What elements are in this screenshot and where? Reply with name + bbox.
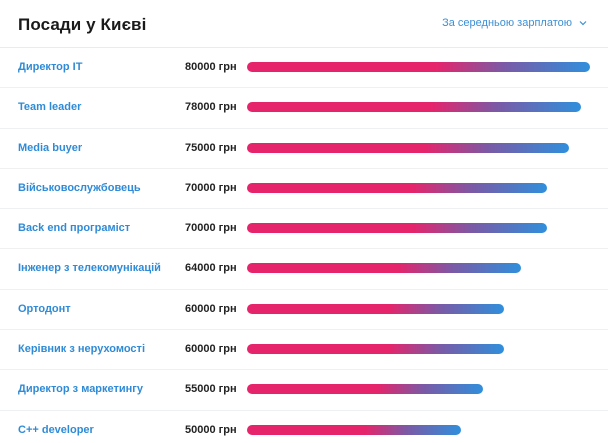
position-list: Директор IT 80000 грн Team leader 78000 грн… (0, 48, 608, 443)
chevron-down-icon (579, 21, 587, 26)
list-item: C++ developer 50000 грн (0, 411, 608, 443)
salary-value: 50000 грн (185, 423, 237, 436)
salary-bar-track (247, 142, 590, 153)
salary-value: 70000 грн (185, 222, 237, 235)
position-link[interactable]: Керівник з нерухомості (18, 343, 145, 356)
salary-value: 78000 грн (185, 101, 237, 114)
position-link[interactable]: Back end програміст (18, 222, 131, 235)
salary-bar (247, 424, 461, 435)
salary-bar (247, 263, 521, 274)
sort-dropdown-label: За середньою зарплатою (442, 17, 572, 29)
position-link[interactable]: Ортодонт (18, 302, 71, 315)
list-item: Team leader 78000 грн (0, 88, 608, 129)
salary-bar-track (247, 344, 590, 355)
position-link[interactable]: Директор з маркетингу (18, 383, 144, 396)
sort-dropdown[interactable]: За середньою зарплатою (442, 17, 588, 29)
salary-bar (247, 182, 547, 193)
salary-bar-track (247, 384, 590, 395)
position-link[interactable]: Інженер з телекомунікацій (18, 262, 161, 275)
salary-bar-track (247, 62, 590, 72)
list-item: Ортодонт 60000 грн (0, 290, 608, 331)
salary-bar-track (247, 182, 590, 193)
salary-bar (247, 344, 504, 355)
salary-bar (247, 384, 483, 395)
list-item: Інженер з телекомунікацій 64000 грн (0, 249, 608, 290)
salary-value: 64000 грн (185, 262, 237, 275)
salary-bar-track (247, 303, 590, 314)
list-item: Директор IT 80000 грн (0, 48, 608, 89)
position-link[interactable]: Media buyer (18, 141, 83, 154)
position-link[interactable]: Військовослужбовець (18, 181, 141, 194)
salary-bar (247, 142, 569, 153)
list-item: Media buyer 75000 грн (0, 129, 608, 169)
list-item: Керівник з нерухомості 60000 грн (0, 330, 608, 371)
salary-value: 55000 грн (185, 383, 237, 396)
salary-value: 60000 грн (185, 343, 237, 356)
salary-value: 80000 грн (185, 61, 237, 73)
position-link[interactable]: Директор IT (18, 61, 83, 73)
salary-bar-track (247, 263, 590, 274)
list-item: Військовослужбовець 70000 грн (0, 169, 608, 210)
list-item: Директор з маркетингу 55000 грн (0, 370, 608, 411)
salary-value: 60000 грн (185, 302, 237, 315)
salary-bar (247, 223, 547, 234)
salary-bar-track (247, 223, 590, 234)
salary-bar-track (247, 102, 590, 113)
salary-bar (247, 303, 504, 314)
position-link[interactable]: Team leader (18, 101, 82, 114)
salary-bar (247, 102, 581, 113)
salary-bar (247, 62, 590, 72)
list-item: Back end програміст 70000 грн (0, 209, 608, 250)
position-link[interactable]: C++ developer (18, 423, 94, 436)
card-header: Посади у Києві За середньою зарплатою (0, 0, 608, 48)
salary-bar-track (247, 424, 590, 435)
card-title: Посади у Києві (18, 15, 147, 34)
salary-value: 70000 грн (185, 181, 237, 194)
salary-value: 75000 грн (185, 141, 237, 154)
